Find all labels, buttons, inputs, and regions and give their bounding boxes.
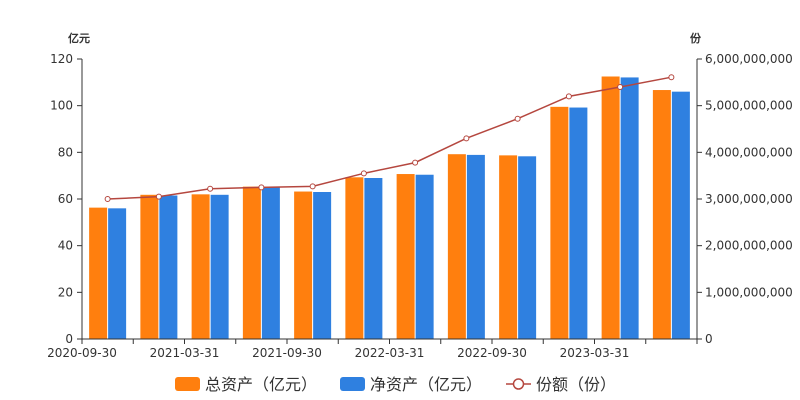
point-shares[interactable] (412, 159, 419, 166)
bar-total-assets[interactable] (294, 191, 313, 339)
bar-net-assets[interactable] (620, 77, 639, 339)
legend-marker-shares (512, 378, 525, 390)
point-shares[interactable] (565, 93, 572, 100)
bar-net-assets[interactable] (671, 91, 690, 340)
line-shares (107, 76, 672, 200)
point-shares[interactable] (617, 84, 624, 90)
point-shares[interactable] (463, 135, 470, 142)
left-tick-label: 80 (58, 145, 73, 159)
legend-label-shares: 份额（份） (536, 375, 616, 394)
point-shares[interactable] (668, 74, 675, 81)
point-shares[interactable] (360, 170, 367, 177)
bar-net-assets[interactable] (313, 192, 332, 339)
line-series-group (104, 74, 675, 202)
left-tick-label: 40 (58, 239, 73, 253)
bar-total-assets[interactable] (601, 76, 620, 340)
right-tick-label: 6,000,000,000 (705, 52, 793, 66)
right-tick-label: 1,000,000,000 (705, 285, 793, 299)
bar-net-assets[interactable] (159, 195, 178, 340)
right-tick-label: 4,000,000,000 (705, 145, 793, 159)
x-tick-label: 2020-09-30 (47, 346, 117, 360)
right-tick-label: 3,000,000,000 (705, 192, 793, 206)
x-tick-label: 2023-03-31 (560, 346, 630, 360)
bar-series-group (89, 76, 690, 340)
bar-net-assets[interactable] (210, 194, 229, 339)
bar-total-assets[interactable] (242, 186, 261, 339)
left-axis-unit: 亿元 (68, 31, 90, 45)
x-tick-label: 2021-09-30 (252, 346, 322, 360)
legend-item-net-assets[interactable]: 净资产（亿元） (340, 375, 482, 394)
point-shares[interactable] (309, 183, 316, 190)
point-shares[interactable] (155, 193, 162, 200)
left-tick-label: 100 (50, 99, 73, 113)
bar-net-assets[interactable] (108, 208, 127, 339)
legend: 总资产（亿元） 净资产（亿元） 份额（份） (175, 375, 616, 394)
bar-total-assets[interactable] (140, 194, 159, 339)
bar-total-assets[interactable] (89, 207, 108, 339)
bar-net-assets[interactable] (261, 187, 280, 339)
bar-net-assets[interactable] (569, 107, 588, 340)
bar-total-assets[interactable] (396, 174, 415, 339)
left-tick-label: 20 (58, 285, 73, 299)
bar-net-assets[interactable] (415, 174, 434, 339)
right-tick-label: 2,000,000,000 (705, 239, 793, 253)
x-tick-label: 2022-03-31 (355, 346, 425, 360)
bar-total-assets[interactable] (447, 154, 466, 339)
point-shares[interactable] (104, 196, 111, 202)
x-tick-label: 2022-09-30 (457, 346, 527, 360)
left-tick-label: 60 (58, 192, 73, 206)
legend-item-total-assets[interactable]: 总资产（亿元） (175, 375, 317, 394)
point-shares[interactable] (207, 185, 214, 192)
right-axis-unit: 份 (690, 31, 702, 45)
left-tick-label: 0 (65, 332, 73, 346)
bar-total-assets[interactable] (345, 177, 364, 339)
right-tick-label: 5,000,000,000 (705, 99, 793, 113)
bar-total-assets[interactable] (499, 155, 518, 339)
bar-total-assets[interactable] (191, 194, 210, 339)
bar-net-assets[interactable] (518, 156, 537, 339)
point-shares[interactable] (514, 115, 521, 122)
point-shares[interactable] (258, 184, 265, 191)
legend-swatch-total-assets (175, 377, 200, 391)
legend-item-shares[interactable]: 份额（份） (506, 375, 616, 394)
right-axis: 0 1,000,000,000 2,000,000,000 3,000,000,000… (696, 52, 793, 346)
legend-swatch-net-assets (340, 377, 365, 391)
left-tick-label: 120 (50, 52, 73, 66)
bar-net-assets[interactable] (466, 154, 485, 339)
x-tick-label: 2021-03-31 (150, 346, 220, 360)
bar-total-assets[interactable] (550, 106, 569, 339)
bar-net-assets[interactable] (364, 178, 383, 339)
legend-label-net-assets: 净资产（亿元） (370, 375, 482, 394)
legend-label-total-assets: 总资产（亿元） (205, 375, 317, 394)
right-tick-label: 0 (705, 332, 713, 346)
x-axis: 2020-09-30 2021-03-31 2021-09-30 2022-03-31… (47, 338, 698, 360)
bar-total-assets[interactable] (652, 90, 671, 340)
left-axis: 0 20 40 60 80 100 120 (50, 52, 83, 346)
